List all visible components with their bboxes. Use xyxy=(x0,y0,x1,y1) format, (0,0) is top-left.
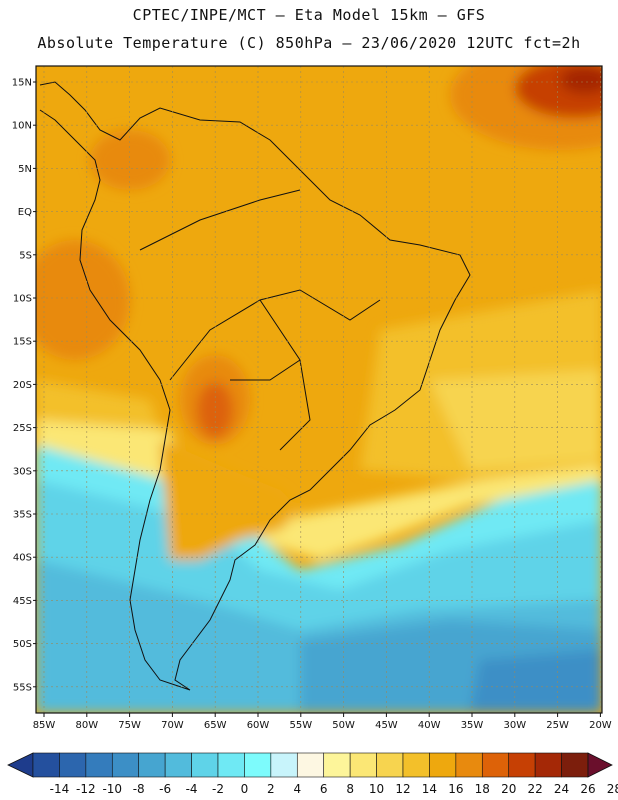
colorbar-label: 20 xyxy=(501,782,516,796)
colorbar-segment xyxy=(481,752,510,778)
lon-label: 70W xyxy=(161,720,184,731)
colorbar-segment xyxy=(349,752,377,778)
lat-label: 5N xyxy=(18,164,32,175)
lon-label: 35W xyxy=(461,720,484,731)
colorbar-label: 24 xyxy=(554,782,569,796)
coastlines xyxy=(39,81,471,691)
lat-label: 15S xyxy=(13,337,32,348)
colorbar-label: -10 xyxy=(102,782,122,796)
temperature-field xyxy=(36,66,602,713)
colorbar-label: 2 xyxy=(267,782,275,796)
lon-label: 30W xyxy=(503,720,526,731)
colorbar-segment xyxy=(59,752,87,778)
colorbar-segment xyxy=(429,752,457,778)
colorbar-label: 10 xyxy=(369,782,384,796)
colorbar-segment xyxy=(217,752,245,778)
longitude-labels: 85W 80W 75W 70W 65W 60W 55W 50W 45W 40W 35W 30W 25W 2… xyxy=(33,713,612,731)
lon-label: 50W xyxy=(332,720,355,731)
title-line-2: Absolute Temperature (C) 850hPa – 23/06/… xyxy=(37,34,581,52)
colorbar-label: 4 xyxy=(293,782,301,796)
lon-label: 75W xyxy=(118,720,141,731)
lat-label: 10N xyxy=(12,121,32,132)
lon-label: 85W xyxy=(33,720,56,731)
colorbar-segment xyxy=(164,752,192,778)
lat-label: 45S xyxy=(13,596,32,607)
colorbar-label: -8 xyxy=(133,782,145,796)
colorbar-segment xyxy=(534,752,562,778)
colorbar-segment xyxy=(85,752,113,778)
lat-label: 20S xyxy=(13,380,32,391)
lat-label: 15N xyxy=(12,78,32,89)
colorbar-label: 12 xyxy=(395,782,410,796)
colorbar-label: -14 xyxy=(50,782,70,796)
colorbar-segment xyxy=(455,752,483,778)
latitude-labels: 15N 10N 5N EQ 5S 10S 15S 20S 25S 30S 35S 40S 45S 50S 5… xyxy=(12,78,36,693)
lat-label: 5S xyxy=(19,250,32,261)
colorbar-label: 6 xyxy=(320,782,328,796)
colorbar-label: -12 xyxy=(76,782,96,796)
colorbar-segment xyxy=(111,752,140,778)
colorbar-segment xyxy=(296,752,325,778)
colorbar-segment xyxy=(561,752,589,778)
colorbar-label: 0 xyxy=(241,782,249,796)
lat-label: 55S xyxy=(13,682,32,693)
colorbar-segment xyxy=(32,752,60,778)
lon-label: 40W xyxy=(418,720,441,731)
colorbar-segment xyxy=(402,752,430,778)
grid-lines xyxy=(36,66,602,713)
colorbar-segment xyxy=(244,752,272,778)
lat-label: 50S xyxy=(13,639,32,650)
colorbar-segment xyxy=(138,752,166,778)
lon-label: 20W xyxy=(589,720,612,731)
colorbar-label: -4 xyxy=(186,782,198,796)
colorbar-label: 14 xyxy=(422,782,437,796)
colorbar-segment xyxy=(323,752,351,778)
colorbar-label: -6 xyxy=(159,782,171,796)
lon-label: 60W xyxy=(247,720,270,731)
lat-label: 30S xyxy=(13,466,32,477)
colorbar-label: 8 xyxy=(346,782,354,796)
lon-label: 25W xyxy=(546,720,569,731)
colorbar-segment xyxy=(508,752,536,778)
colorbar-label: 16 xyxy=(448,782,463,796)
title-line-1: CPTEC/INPE/MCT – Eta Model 15km – GFS xyxy=(132,6,486,24)
lat-label: EQ xyxy=(18,207,32,218)
colorbar-label: 22 xyxy=(528,782,543,796)
colorbar-arrow-high xyxy=(587,752,613,778)
lat-label: 25S xyxy=(13,423,32,434)
colorbar-segment xyxy=(270,752,298,778)
lon-label: 80W xyxy=(75,720,98,731)
colorbar-label: 28 xyxy=(607,782,618,796)
map-frame xyxy=(35,65,603,714)
lon-label: 45W xyxy=(375,720,398,731)
colorbar: -14 -12 -10 -8 -6 -4 -2 0 2 4 6 8 10 12 14 16 18 20 22 24 26… xyxy=(7,752,618,796)
lat-label: 10S xyxy=(13,294,32,305)
colorbar-segment xyxy=(376,752,404,778)
lat-label: 35S xyxy=(13,510,32,521)
colorbar-label: 18 xyxy=(475,782,490,796)
lon-label: 55W xyxy=(289,720,312,731)
lon-label: 65W xyxy=(204,720,227,731)
colorbar-label: 26 xyxy=(580,782,595,796)
colorbar-arrow-low xyxy=(7,752,34,778)
colorbar-label: -2 xyxy=(212,782,224,796)
colorbar-segment xyxy=(191,752,219,778)
lat-label: 40S xyxy=(13,553,32,564)
